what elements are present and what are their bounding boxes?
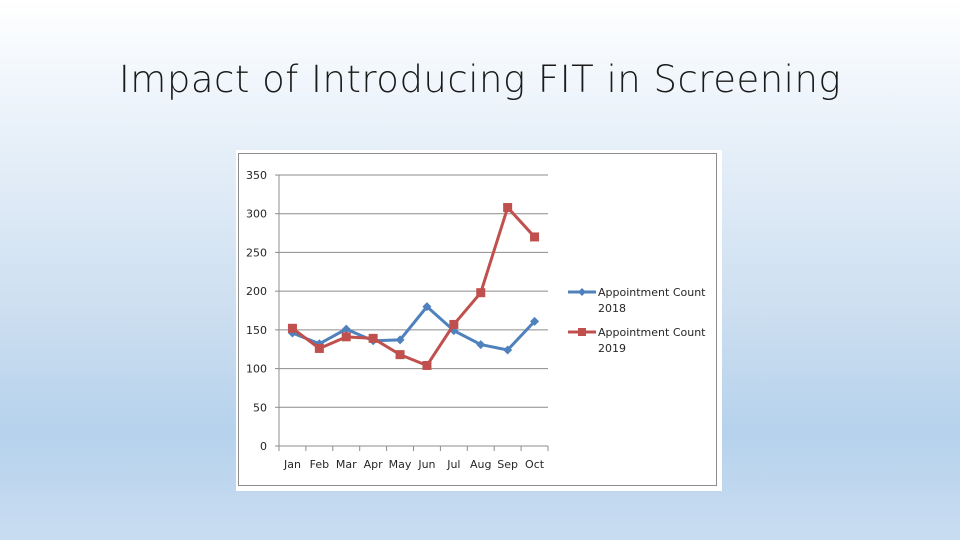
x-tick-labels: Jan Feb Mar Apr May Jun Jul Aug Sep Oct — [283, 458, 545, 471]
chart-area — [236, 150, 722, 491]
data-point — [530, 316, 540, 326]
x-tick-label: Apr — [364, 458, 384, 471]
legend-swatch-marker — [578, 328, 586, 336]
x-tick-label: Jan — [283, 458, 301, 471]
series-line — [290, 206, 537, 367]
legend: Appointment Count 2018 Appointment Count 20… — [568, 286, 706, 355]
data-point — [341, 324, 351, 334]
y-tick-label: 50 — [253, 401, 267, 414]
data-point — [503, 203, 513, 213]
series-line — [290, 305, 537, 352]
x-tick-label: Jul — [446, 458, 460, 471]
data-point — [476, 340, 486, 350]
data-point — [422, 360, 432, 370]
data-point — [368, 333, 378, 343]
y-tick-label: 350 — [246, 169, 267, 182]
y-tick-label: 250 — [246, 246, 267, 259]
series-lines — [287, 203, 540, 370]
data-point — [341, 332, 351, 342]
legend-label: Appointment Count — [598, 286, 706, 299]
data-point — [449, 319, 459, 329]
data-point — [422, 302, 432, 312]
y-tick-label: 100 — [246, 363, 267, 376]
x-tick-label: Feb — [310, 458, 329, 471]
y-tick-labels: 0 50 100 150 200 250 300 350 — [246, 169, 267, 453]
y-tick-label: 200 — [246, 285, 267, 298]
legend-label: 2018 — [598, 302, 626, 315]
y-tick-label: 300 — [246, 208, 267, 221]
x-tick-label: Aug — [470, 458, 491, 471]
data-point — [476, 288, 486, 298]
slide-title: Impact of Introducing FIT in Screening — [118, 58, 842, 101]
data-point — [503, 345, 513, 355]
x-tick-label: Oct — [525, 458, 545, 471]
y-tick-label: 150 — [246, 324, 267, 337]
legend-label: 2019 — [598, 342, 626, 355]
data-point — [314, 343, 324, 353]
y-tick-label: 0 — [260, 440, 267, 453]
x-tick-label: Jun — [417, 458, 435, 471]
data-point — [530, 232, 540, 242]
legend-swatch-marker — [578, 288, 586, 296]
data-point — [287, 323, 297, 333]
legend-label: Appointment Count — [598, 326, 706, 339]
x-tick-label: Mar — [336, 458, 357, 471]
chart-border — [238, 153, 717, 486]
x-tick-label: Sep — [497, 458, 518, 471]
x-tick-label: May — [389, 458, 412, 471]
gridlines — [279, 174, 548, 408]
data-point — [395, 350, 405, 360]
data-point — [395, 335, 405, 345]
axes — [275, 174, 549, 451]
